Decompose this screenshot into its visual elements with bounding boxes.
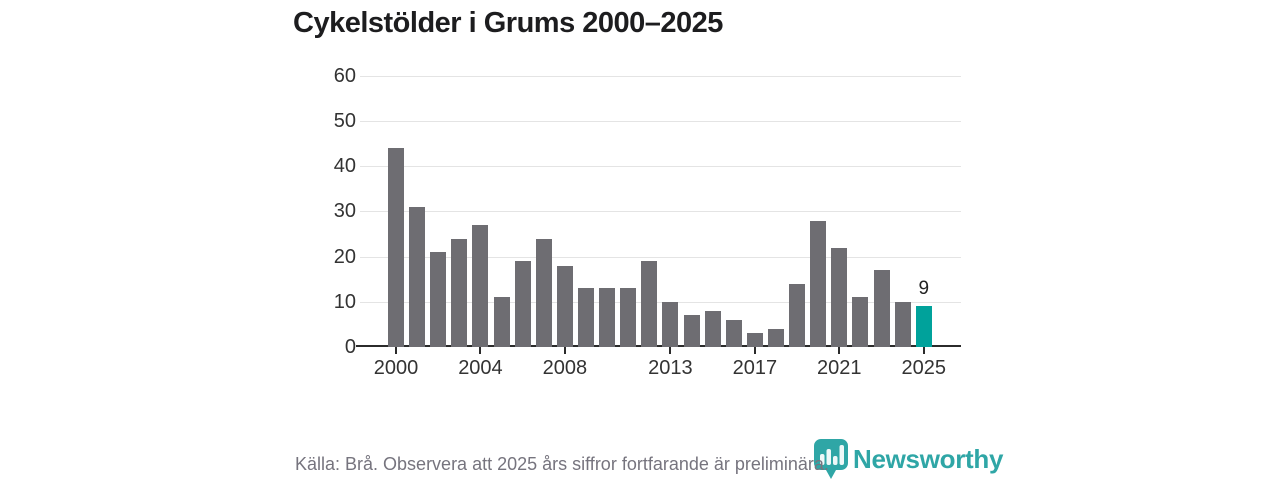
bar-2006 xyxy=(514,261,531,347)
bar-2011 xyxy=(620,288,637,347)
x-axis-label-2021: 2021 xyxy=(817,357,862,379)
y-axis-label-40: 40 xyxy=(333,155,356,178)
newsworthy-bubble-bar-chart-icon xyxy=(814,439,848,479)
gridline-y-30 xyxy=(360,211,961,213)
source-note: Källa: Brå. Observera att 2025 års siffr… xyxy=(295,454,829,474)
y-axis-label-0: 0 xyxy=(344,336,356,358)
x-tick-2013 xyxy=(669,347,672,354)
gridline-y-60 xyxy=(360,75,961,77)
x-tick-2025 xyxy=(922,347,925,354)
x-tick-2021 xyxy=(838,347,841,354)
x-tick-2000 xyxy=(395,347,397,354)
bar-2024 xyxy=(894,301,911,347)
bar-2013 xyxy=(662,301,679,347)
bar-2022 xyxy=(852,297,869,347)
newsworthy-logo: Newsworthy xyxy=(813,438,1003,480)
y-axis-label-30: 30 xyxy=(333,200,356,223)
x-axis-label-2000: 2000 xyxy=(373,357,419,379)
bar-2002 xyxy=(430,252,447,347)
chart-title: Cykelstölder i Grums 2000–2025 xyxy=(293,7,723,39)
x-tick-2008 xyxy=(563,347,566,354)
bar-2021 xyxy=(831,247,848,347)
x-tick-2004 xyxy=(479,347,482,354)
bar-2019 xyxy=(789,283,806,347)
bar-2003 xyxy=(451,238,468,347)
gridline-y-20 xyxy=(360,256,961,258)
bar-2018 xyxy=(767,328,784,347)
x-axis-label-2013: 2013 xyxy=(648,357,693,379)
newsworthy-logo-text: Newsworthy xyxy=(853,443,1004,474)
x-tick-2017 xyxy=(753,347,756,354)
x-axis-label-2008: 2008 xyxy=(542,357,588,379)
y-axis-label-50: 50 xyxy=(333,110,356,133)
x-axis-line xyxy=(356,344,961,347)
bar-2007 xyxy=(535,238,552,347)
x-axis-label-2025: 2025 xyxy=(901,357,947,379)
x-axis-label-2017: 2017 xyxy=(732,357,778,379)
y-axis-label-10: 10 xyxy=(333,290,356,313)
bar-2017 xyxy=(746,333,763,347)
bar-2009 xyxy=(577,288,594,347)
y-axis-label-60: 60 xyxy=(333,64,356,87)
gridline-y-40 xyxy=(360,166,961,168)
bar-2001 xyxy=(409,206,426,347)
bar-2010 xyxy=(599,288,616,347)
bar-2004 xyxy=(472,225,489,347)
y-axis-label-20: 20 xyxy=(333,245,356,268)
bar-2023 xyxy=(873,270,890,347)
bar-2008 xyxy=(556,265,573,347)
bar-value-label-2025: 9 xyxy=(918,278,930,300)
x-axis-label-2004: 2004 xyxy=(458,357,503,379)
bar-2015 xyxy=(704,310,721,347)
bar-2005 xyxy=(493,297,510,347)
bar-2016 xyxy=(725,319,742,347)
gridline-y-50 xyxy=(360,121,961,123)
gridline-y-10 xyxy=(360,301,961,303)
bar-2014 xyxy=(683,315,700,347)
bar-2012 xyxy=(641,261,658,347)
bar-2020 xyxy=(810,220,827,347)
bar-2000 xyxy=(388,148,404,347)
bar-2025 xyxy=(915,306,932,347)
